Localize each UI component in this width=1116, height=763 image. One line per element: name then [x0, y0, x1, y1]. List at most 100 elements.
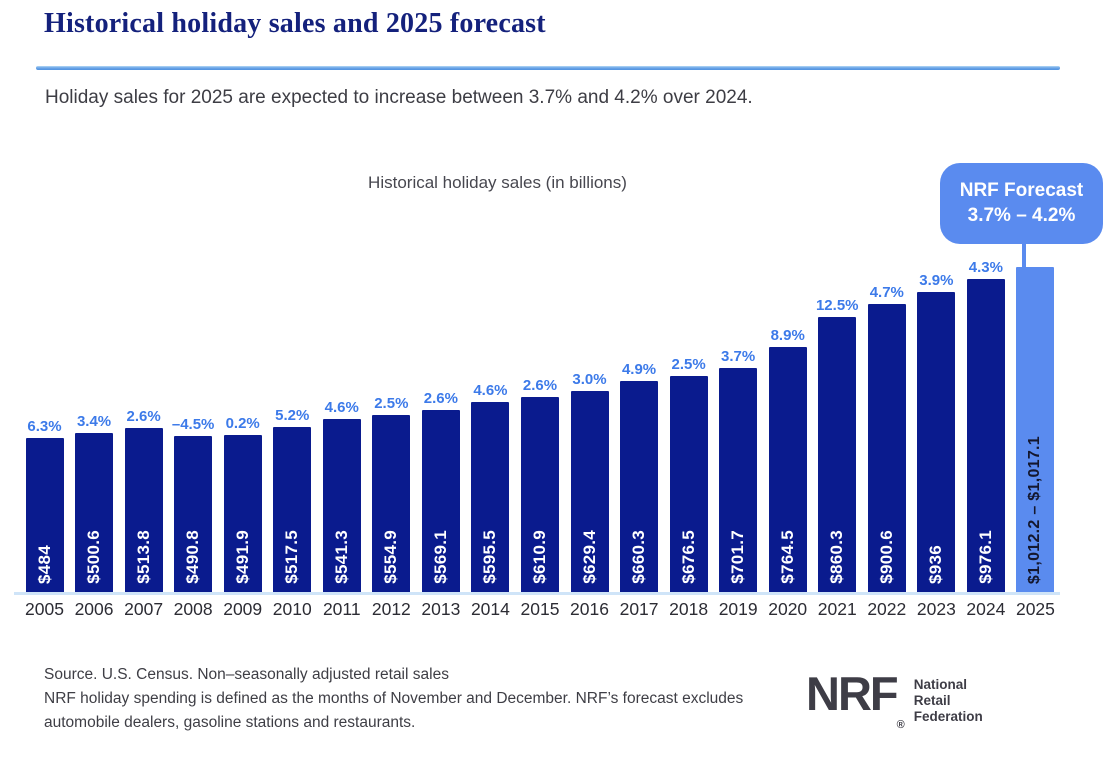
growth-pct-label: 6.3%: [27, 418, 62, 435]
growth-pct-label: 3.9%: [919, 272, 954, 289]
bar-value-label: $629.4: [579, 530, 599, 584]
bar: $541.3: [322, 419, 361, 594]
growth-pct-label: 2.6%: [126, 408, 161, 425]
bar-column: 4.6% $595.5: [466, 382, 515, 594]
forecast-callout-label: NRF Forecast: [959, 180, 1084, 201]
title-divider: [36, 66, 1060, 70]
x-axis-tick-label: 2023: [916, 599, 956, 619]
bar-value-label: $610.9: [529, 530, 549, 584]
bar: $660.3: [620, 381, 659, 594]
bar-column: –4.5% $490.8: [169, 416, 218, 594]
source-note: Source. U.S. Census. Non–seasonally adju…: [44, 666, 449, 683]
registered-mark-icon: ®: [896, 719, 905, 731]
x-axis-tick-label: 2009: [223, 599, 263, 619]
bar-value-label: $484: [34, 544, 54, 584]
bar-column: $1,012.2 – $1,017.1: [1011, 264, 1060, 594]
x-axis-tick-label: 2017: [619, 599, 659, 619]
x-axis-tick-label: 2011: [322, 599, 361, 619]
growth-pct-label: 3.4%: [76, 413, 112, 430]
bar-series: 6.3% $484 3.4% $500.6 2.6% $513.8 –4.5% $490.8 0…: [20, 259, 1060, 594]
bar: $860.3: [818, 317, 857, 594]
bar-column: 4.9% $660.3: [615, 361, 664, 594]
growth-pct-label: 4.9%: [621, 361, 657, 378]
x-axis-tick-label: 2005: [25, 599, 64, 619]
page-title: Historical holiday sales and 2025 foreca…: [44, 8, 546, 39]
bar-column: 5.2% $517.5: [268, 407, 317, 594]
bar: $491.9: [223, 435, 262, 594]
x-axis-tick-label: 2007: [124, 599, 164, 619]
bar-value-label: $554.9: [381, 530, 401, 584]
bar-column: 4.3% $976.1: [961, 259, 1010, 594]
bar-value-label: $595.5: [480, 530, 500, 584]
bar-column: 2.6% $569.1: [416, 390, 465, 594]
bar-column: 3.4% $500.6: [70, 413, 119, 594]
x-axis-tick-label: 2010: [272, 599, 312, 619]
growth-pct-label: 2.5%: [671, 356, 706, 373]
bar: $676.5: [669, 376, 708, 594]
x-axis-tick-label: 2018: [669, 599, 709, 619]
forecast-connector-line: [1022, 243, 1026, 269]
bar-value-label: $569.1: [430, 530, 450, 584]
x-axis-tick-label: 2024: [966, 599, 1006, 619]
bar: $569.1: [421, 410, 460, 594]
nrf-logo-abbr: NRF®: [806, 667, 905, 731]
growth-pct-label: 2.5%: [374, 395, 409, 412]
bar-value-label: $900.6: [876, 530, 896, 584]
x-axis-tick-label: 2019: [718, 599, 758, 619]
bar-value-label: $1,012.2 – $1,017.1: [1026, 435, 1044, 584]
bar-value-label: $513.8: [133, 530, 153, 584]
x-axis-tick-label: 2021: [817, 599, 857, 619]
nrf-logo-word: Retail: [913, 692, 951, 708]
bar-value-label: $936: [926, 544, 946, 584]
growth-pct-label: 5.2%: [275, 407, 310, 424]
growth-pct-label: 4.7%: [869, 284, 904, 301]
bar: $513.8: [124, 428, 163, 594]
bar: $764.5: [768, 347, 807, 594]
bar: $500.6: [75, 433, 114, 594]
x-axis-tick-label: 2020: [768, 599, 808, 619]
bar: $976.1: [966, 279, 1005, 594]
x-axis-tick-label: 2015: [520, 599, 560, 619]
x-axis-labels: 2005 2006 2007 2008 2009 2010 2011 2012 2013 2014…: [20, 599, 1060, 620]
bar: $554.9: [372, 415, 411, 594]
bar-column: 3.0% $629.4: [565, 371, 614, 594]
forecast-callout-range: 3.7% – 4.2%: [967, 205, 1076, 226]
growth-pct-label: 2.6%: [423, 390, 458, 407]
x-axis-tick-label: 2014: [470, 599, 510, 619]
bar-value-label: $541.3: [331, 530, 351, 584]
bar: $701.7: [719, 368, 758, 594]
forecast-callout: NRF Forecast 3.7% – 4.2%: [940, 163, 1103, 244]
growth-pct-label: 4.3%: [968, 259, 1003, 276]
growth-pct-label: 3.0%: [572, 371, 607, 388]
footer-notes: Source. U.S. Census. Non–seasonally adju…: [44, 663, 744, 735]
bar-column: 12.5% $860.3: [813, 297, 862, 594]
bar-value-label: $764.5: [777, 530, 797, 584]
bar-column: 2.5% $554.9: [367, 395, 416, 594]
bar-column: 2.6% $513.8: [119, 408, 168, 594]
growth-pct-label: –4.5%: [171, 416, 215, 433]
growth-pct-label: 2.6%: [522, 377, 558, 394]
bar: $484: [25, 438, 64, 594]
bar: $629.4: [570, 391, 609, 594]
bar-value-label: $491.9: [232, 530, 252, 584]
growth-pct-label: 0.2%: [225, 415, 260, 432]
growth-pct-label: 12.5%: [815, 297, 859, 314]
bar-column: 2.5% $676.5: [664, 356, 713, 594]
x-axis-tick-label: 2025: [1015, 599, 1055, 619]
bar-column: 2.6% $610.9: [515, 377, 564, 594]
growth-pct-label: 3.7%: [721, 348, 756, 365]
nrf-logo: NRF® National Retail Federation: [806, 667, 983, 731]
bar-value-label: $517.5: [282, 530, 302, 584]
bar-column: 3.7% $701.7: [714, 348, 763, 594]
bar: $490.8: [174, 436, 213, 594]
bar-value-label: $500.6: [84, 530, 104, 584]
bar-column: 0.2% $491.9: [218, 415, 267, 594]
definition-note: NRF holiday spending is defined as the m…: [44, 690, 744, 732]
bar: $1,012.2 – $1,017.1: [1016, 267, 1055, 594]
bar: $610.9: [520, 397, 559, 594]
bar: $517.5: [273, 427, 312, 594]
x-axis-tick-label: 2016: [570, 599, 609, 619]
bar-value-label: $860.3: [827, 530, 847, 584]
bar-column: 8.9% $764.5: [763, 327, 812, 594]
